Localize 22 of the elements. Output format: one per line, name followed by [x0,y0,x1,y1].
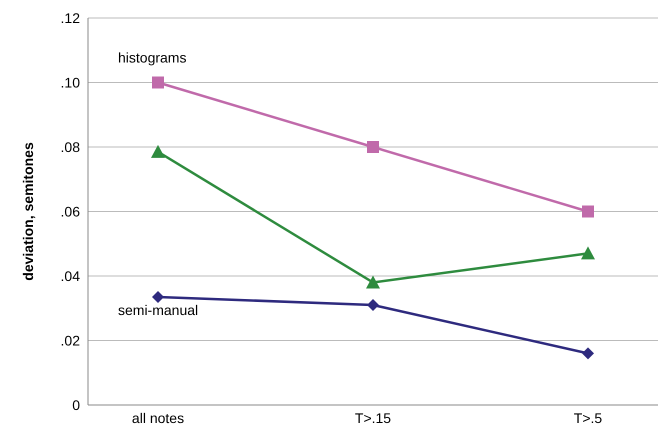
y-tick-label: .12 [60,10,80,26]
y-tick-label: .08 [60,138,80,155]
point [152,76,164,88]
y-tick-label: .06 [60,203,80,220]
y-tick-label: .10 [60,74,80,90]
point [151,144,165,158]
series-label: histograms [118,50,186,66]
y-axis-title: deviation, semitones [20,142,36,281]
point [582,347,594,360]
point [152,290,164,303]
point [581,246,595,260]
point [366,275,380,288]
point [582,206,594,218]
point [367,299,379,312]
y-tick-label: .04 [60,268,80,284]
x-tick-label: all notes [132,410,184,426]
x-tick-label: T>.5 [574,410,602,426]
series-label: semi-manual [118,302,198,318]
y-tick-label: .02 [60,332,80,348]
x-tick-label: T>.15 [354,410,392,426]
y-tick-label: 0 [72,396,80,413]
point [367,141,379,153]
